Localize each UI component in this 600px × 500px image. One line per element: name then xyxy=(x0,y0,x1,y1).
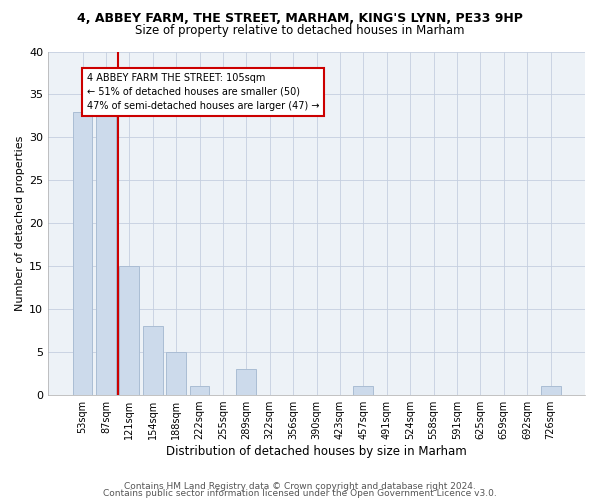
Bar xyxy=(353,386,373,394)
Bar xyxy=(96,112,116,395)
Bar xyxy=(541,386,560,394)
Bar xyxy=(166,352,186,395)
Y-axis label: Number of detached properties: Number of detached properties xyxy=(15,136,25,310)
Text: Contains public sector information licensed under the Open Government Licence v3: Contains public sector information licen… xyxy=(103,490,497,498)
Text: 4 ABBEY FARM THE STREET: 105sqm
← 51% of detached houses are smaller (50)
47% of: 4 ABBEY FARM THE STREET: 105sqm ← 51% of… xyxy=(87,73,319,111)
X-axis label: Distribution of detached houses by size in Marham: Distribution of detached houses by size … xyxy=(166,444,467,458)
Text: 4, ABBEY FARM, THE STREET, MARHAM, KING'S LYNN, PE33 9HP: 4, ABBEY FARM, THE STREET, MARHAM, KING'… xyxy=(77,12,523,26)
Bar xyxy=(73,112,92,395)
Text: Size of property relative to detached houses in Marham: Size of property relative to detached ho… xyxy=(135,24,465,37)
Bar xyxy=(119,266,139,394)
Bar xyxy=(236,369,256,394)
Text: Contains HM Land Registry data © Crown copyright and database right 2024.: Contains HM Land Registry data © Crown c… xyxy=(124,482,476,491)
Bar xyxy=(190,386,209,394)
Bar xyxy=(143,326,163,394)
